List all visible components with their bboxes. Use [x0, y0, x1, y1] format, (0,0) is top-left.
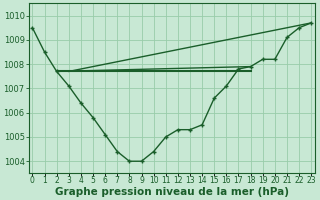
X-axis label: Graphe pression niveau de la mer (hPa): Graphe pression niveau de la mer (hPa) — [55, 187, 289, 197]
